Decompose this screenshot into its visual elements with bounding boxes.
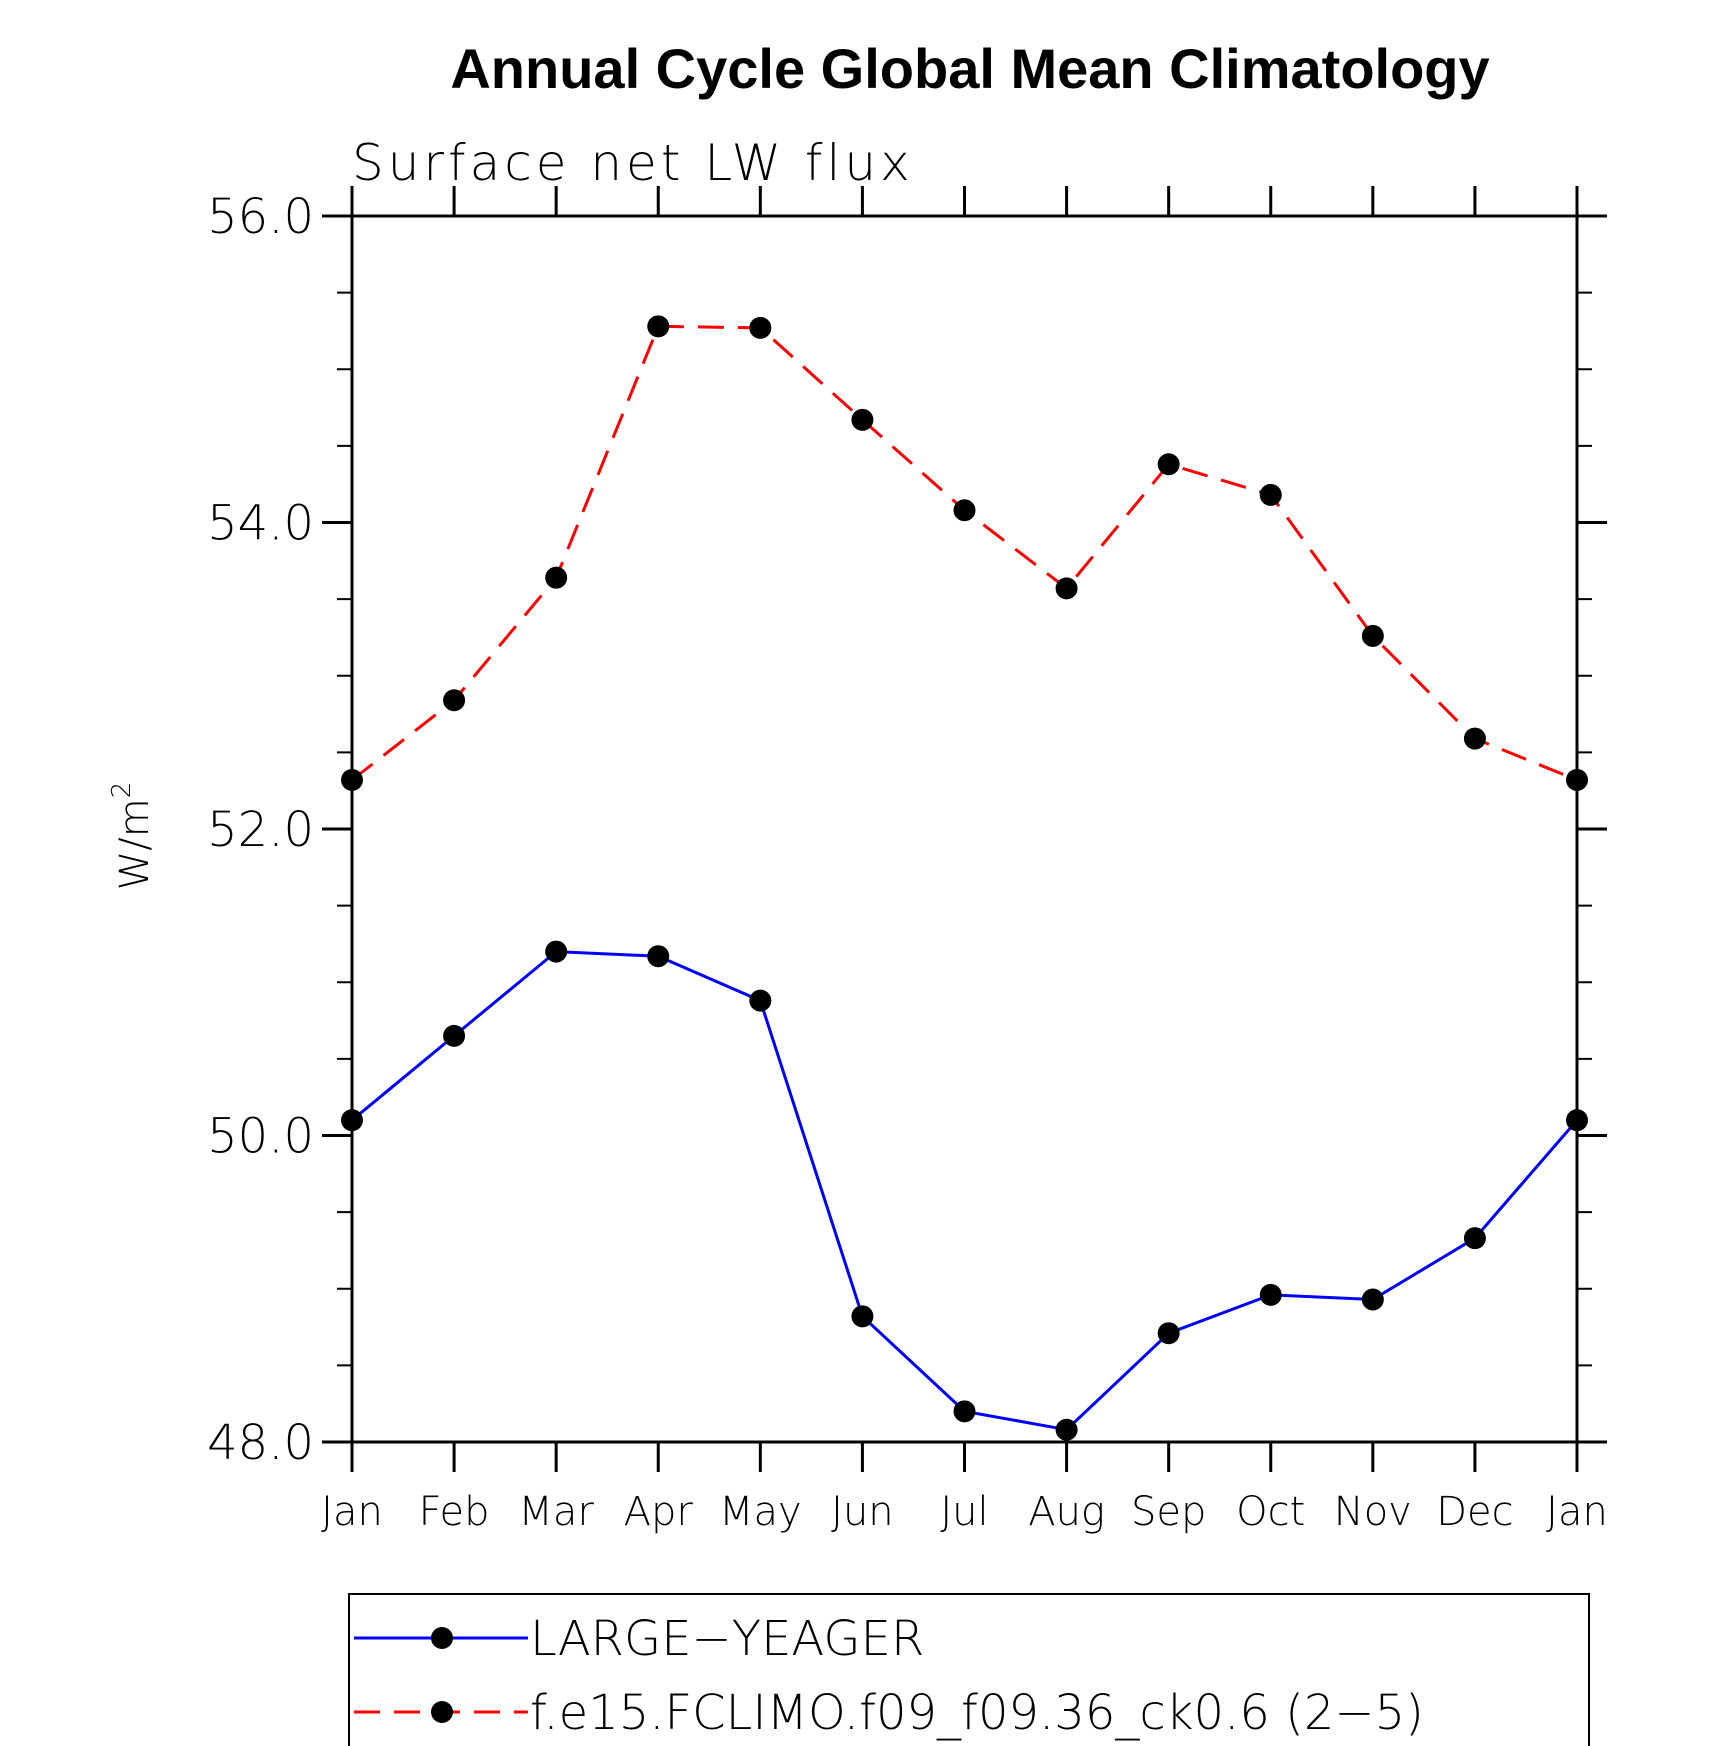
legend-marker-series-2 <box>431 1701 453 1723</box>
x-tick-label: Sep <box>1131 1489 1206 1535</box>
series-1-point-dec <box>1463 1227 1486 1250</box>
series-1-point-oct <box>1259 1283 1282 1306</box>
x-tick-label: Apr <box>624 1489 694 1535</box>
series-2-point-oct <box>1259 483 1282 506</box>
series-2-point-jan <box>341 768 363 791</box>
chart-subtitle: Surface net LW flux <box>352 134 914 192</box>
x-tick-label: Feb <box>419 1489 490 1535</box>
series-1-point-jul <box>953 1400 976 1423</box>
series-line-2 <box>351 324 1578 782</box>
series-1-point-mar <box>545 940 568 963</box>
series-line-1 <box>351 950 1579 1432</box>
series-2-point-jul <box>953 499 976 522</box>
x-tick-label: Jul <box>940 1489 988 1535</box>
series-2-point-may <box>749 316 772 339</box>
series-1-point-jan <box>1566 1109 1588 1132</box>
series-layer <box>341 315 1588 1441</box>
y-tick-label: 54.0 <box>207 496 314 552</box>
series-2-point-jan <box>1566 768 1588 791</box>
series-2-point-dec <box>1463 727 1486 750</box>
legend-marker-series-1 <box>431 1627 453 1649</box>
y-axis-label: W/m2 <box>107 782 158 891</box>
series-1-point-sep <box>1157 1322 1180 1345</box>
series-2-point-sep <box>1157 453 1180 476</box>
chart-title: Annual Cycle Global Mean Climatology <box>450 37 1489 100</box>
y-axis-label-text: W/m <box>112 798 158 890</box>
y-tick-label: 56.0 <box>207 189 314 245</box>
x-tick-label: Dec <box>1436 1489 1513 1535</box>
legend-label-series-1: LARGE−YEAGER <box>530 1611 924 1667</box>
axes: 48.0 50.0 52.0 54.0 56.0 Jan Feb Mar Apr May Jun Ju… <box>207 186 1608 1535</box>
x-tick-label: Jan <box>321 1489 383 1535</box>
x-tick-label: May <box>719 1489 802 1535</box>
y-axis-label-superscript: 2 <box>107 782 137 799</box>
x-tick-label: Mar <box>518 1489 594 1535</box>
x-tick-label: Jan <box>1546 1489 1608 1535</box>
series-2-point-feb <box>443 689 466 712</box>
svg-text:W/m2: W/m2 <box>107 782 158 891</box>
x-tick-label: Oct <box>1236 1489 1305 1535</box>
series-1-point-nov <box>1361 1288 1384 1311</box>
legend-label-series-2: f.e15.FCLIMO.f09_f09.36_ck0.6 (2−5) <box>530 1685 1424 1741</box>
series-2-point-jun <box>851 408 874 431</box>
y-tick-label: 50.0 <box>207 1109 314 1165</box>
series-1-point-jun <box>851 1305 874 1328</box>
series-2-point-apr <box>647 315 670 338</box>
series-1-point-may <box>749 989 772 1012</box>
series-1-point-aug <box>1055 1418 1078 1441</box>
legend: LARGE−YEAGER f.e15.FCLIMO.f09_f09.36_ck0… <box>348 1593 1590 1746</box>
y-tick-label: 48.0 <box>207 1415 314 1471</box>
x-tick-label: Nov <box>1334 1489 1412 1535</box>
series-1-point-apr <box>647 945 670 968</box>
series-2-point-mar <box>545 566 568 589</box>
series-2-point-aug <box>1055 577 1078 600</box>
x-tick-label: Aug <box>1028 1489 1105 1535</box>
x-tick-label: Jun <box>831 1489 894 1535</box>
series-1-point-feb <box>443 1024 466 1047</box>
legend-box <box>348 1593 1590 1746</box>
series-1-point-jan <box>341 1109 363 1132</box>
y-tick-label: 52.0 <box>207 802 314 858</box>
series-2-point-nov <box>1361 624 1384 647</box>
plot-frame <box>350 214 1579 1444</box>
